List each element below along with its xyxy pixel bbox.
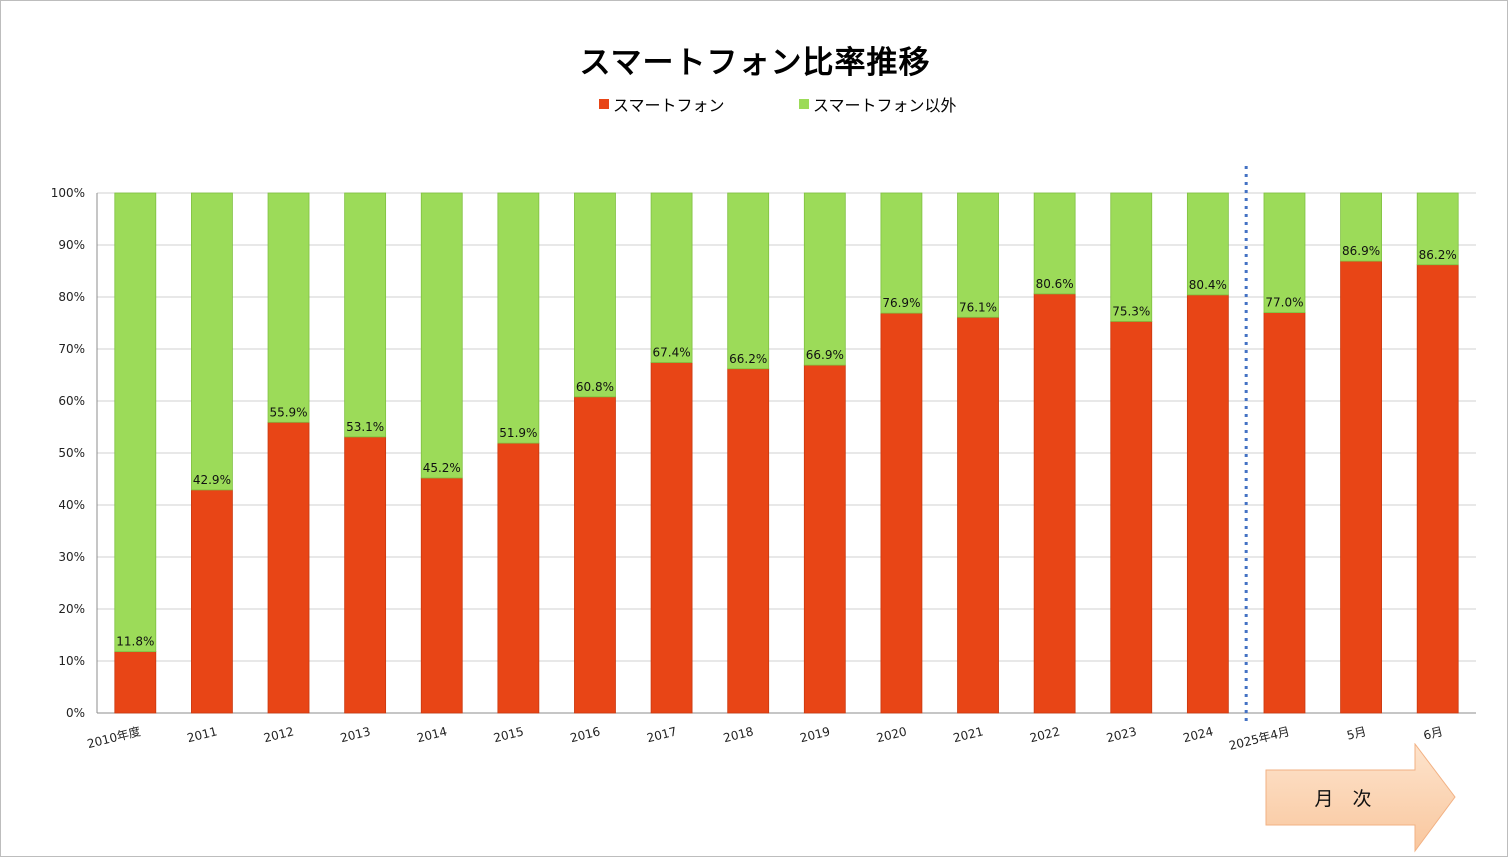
x-tick-label: 2023 bbox=[1105, 724, 1138, 745]
chart-title: スマートフォン比率推移 bbox=[579, 45, 931, 81]
x-tick-label: 6月 bbox=[1422, 724, 1444, 742]
data-label: 11.8% bbox=[116, 635, 154, 649]
legend-item-smartphone: スマートフォン bbox=[599, 92, 725, 116]
bar-smartphone bbox=[114, 651, 157, 714]
data-label: 53.1% bbox=[346, 420, 384, 434]
y-tick-label: 100% bbox=[51, 186, 85, 200]
y-axis: 0% 10% 20% 30% 40% 50% 60% 70% 80% 90% 100% bbox=[51, 186, 98, 720]
legend-label-non-smartphone: スマートフォン以外 bbox=[813, 96, 957, 115]
data-label: 86.2% bbox=[1419, 248, 1457, 262]
x-tick-label: 2017 bbox=[645, 724, 678, 745]
x-tick-label: 2018 bbox=[722, 724, 755, 745]
bar-smartphone bbox=[267, 421, 310, 714]
bar-smartphone bbox=[1416, 264, 1459, 714]
data-label: 80.4% bbox=[1189, 278, 1227, 292]
y-tick-label: 10% bbox=[58, 654, 85, 668]
bar-smartphone bbox=[574, 396, 616, 714]
bar-non-smartphone bbox=[420, 192, 463, 479]
data-label: 67.4% bbox=[653, 346, 691, 360]
x-tick-label: 2024 bbox=[1182, 724, 1215, 745]
bar-non-smartphone bbox=[1033, 192, 1076, 295]
bar-non-smartphone bbox=[267, 192, 310, 423]
data-labels: 11.8% 42.9% 55.9% 53.1% 45.2% 51.9% 60.8% 67.4%… bbox=[116, 244, 1457, 649]
bar-smartphone bbox=[1033, 293, 1076, 714]
bar-non-smartphone bbox=[1416, 192, 1459, 266]
legend-item-non-smartphone: スマートフォン以外 bbox=[799, 92, 957, 116]
bar-non-smartphone bbox=[727, 192, 770, 370]
data-label: 42.9% bbox=[193, 473, 231, 487]
x-tick-label: 2014 bbox=[415, 724, 448, 745]
bar-non-smartphone bbox=[114, 192, 157, 653]
bar-smartphone bbox=[957, 316, 999, 714]
data-label: 86.9% bbox=[1342, 244, 1380, 258]
x-tick-label: 5月 bbox=[1345, 724, 1367, 742]
arrow-shape bbox=[1265, 743, 1456, 853]
data-label: 80.6% bbox=[1036, 277, 1074, 291]
x-tick-label: 2020 bbox=[875, 724, 908, 745]
bar-smartphone bbox=[650, 362, 693, 714]
data-label: 77.0% bbox=[1265, 296, 1303, 310]
x-tick-label: 2011 bbox=[186, 724, 219, 745]
x-axis: 2010年度 2011 2012 2013 2014 2015 2016 2017 2018 20… bbox=[85, 723, 1444, 753]
y-tick-label: 50% bbox=[58, 446, 85, 460]
data-label: 45.2% bbox=[423, 461, 461, 475]
bars bbox=[114, 192, 1459, 714]
bar-non-smartphone bbox=[1186, 192, 1229, 296]
y-tick-label: 90% bbox=[58, 238, 85, 252]
bar-non-smartphone bbox=[803, 192, 846, 366]
bar-non-smartphone bbox=[344, 192, 387, 438]
bar-smartphone bbox=[803, 364, 846, 714]
monthly-arrow-callout: 月 次 bbox=[1265, 743, 1456, 853]
bar-non-smartphone bbox=[880, 192, 923, 314]
legend-swatch-smartphone bbox=[599, 99, 609, 109]
data-label: 66.9% bbox=[806, 348, 844, 362]
x-tick-label: 2019 bbox=[799, 724, 832, 745]
y-tick-label: 30% bbox=[58, 550, 85, 564]
bar-smartphone bbox=[344, 436, 387, 714]
y-tick-label: 20% bbox=[58, 602, 85, 616]
y-tick-label: 70% bbox=[58, 342, 85, 356]
bar-non-smartphone bbox=[497, 192, 540, 444]
bar-smartphone bbox=[1110, 321, 1153, 714]
legend-swatch-non-smartphone bbox=[799, 99, 809, 109]
bar-non-smartphone bbox=[1110, 192, 1153, 322]
bar-smartphone bbox=[191, 489, 233, 714]
monthly-label: 月 次 bbox=[1314, 788, 1371, 810]
y-tick-label: 80% bbox=[58, 290, 85, 304]
x-tick-label: 2016 bbox=[569, 724, 602, 745]
bar-non-smartphone bbox=[1263, 192, 1306, 313]
legend-label-smartphone: スマートフォン bbox=[613, 96, 725, 115]
bar-non-smartphone bbox=[574, 192, 616, 398]
x-tick-label: 2022 bbox=[1028, 724, 1061, 745]
bar-smartphone bbox=[497, 442, 540, 714]
bar-non-smartphone bbox=[957, 192, 999, 318]
bar-smartphone bbox=[1186, 294, 1229, 714]
bar-smartphone bbox=[1340, 260, 1382, 714]
y-tick-label: 60% bbox=[58, 394, 85, 408]
data-label: 51.9% bbox=[499, 426, 537, 440]
bar-non-smartphone bbox=[1340, 192, 1382, 262]
x-tick-label: 2012 bbox=[262, 724, 295, 745]
y-tick-label: 0% bbox=[66, 706, 85, 720]
x-tick-label: 2015 bbox=[492, 724, 525, 745]
data-label: 66.2% bbox=[729, 352, 767, 366]
bar-smartphone bbox=[880, 312, 923, 714]
data-label: 55.9% bbox=[269, 405, 307, 419]
data-label: 60.8% bbox=[576, 380, 614, 394]
bar-smartphone bbox=[727, 368, 770, 714]
bar-smartphone bbox=[1263, 312, 1306, 714]
bar-non-smartphone bbox=[650, 192, 693, 363]
x-tick-label: 2010年度 bbox=[85, 723, 142, 751]
y-tick-label: 40% bbox=[58, 498, 85, 512]
data-label: 76.1% bbox=[959, 300, 997, 314]
bar-smartphone bbox=[420, 477, 463, 714]
x-tick-label: 2021 bbox=[952, 724, 985, 745]
data-label: 76.9% bbox=[882, 296, 920, 310]
bar-non-smartphone bbox=[191, 192, 233, 491]
x-tick-label: 2013 bbox=[339, 724, 372, 745]
data-label: 75.3% bbox=[1112, 304, 1150, 318]
